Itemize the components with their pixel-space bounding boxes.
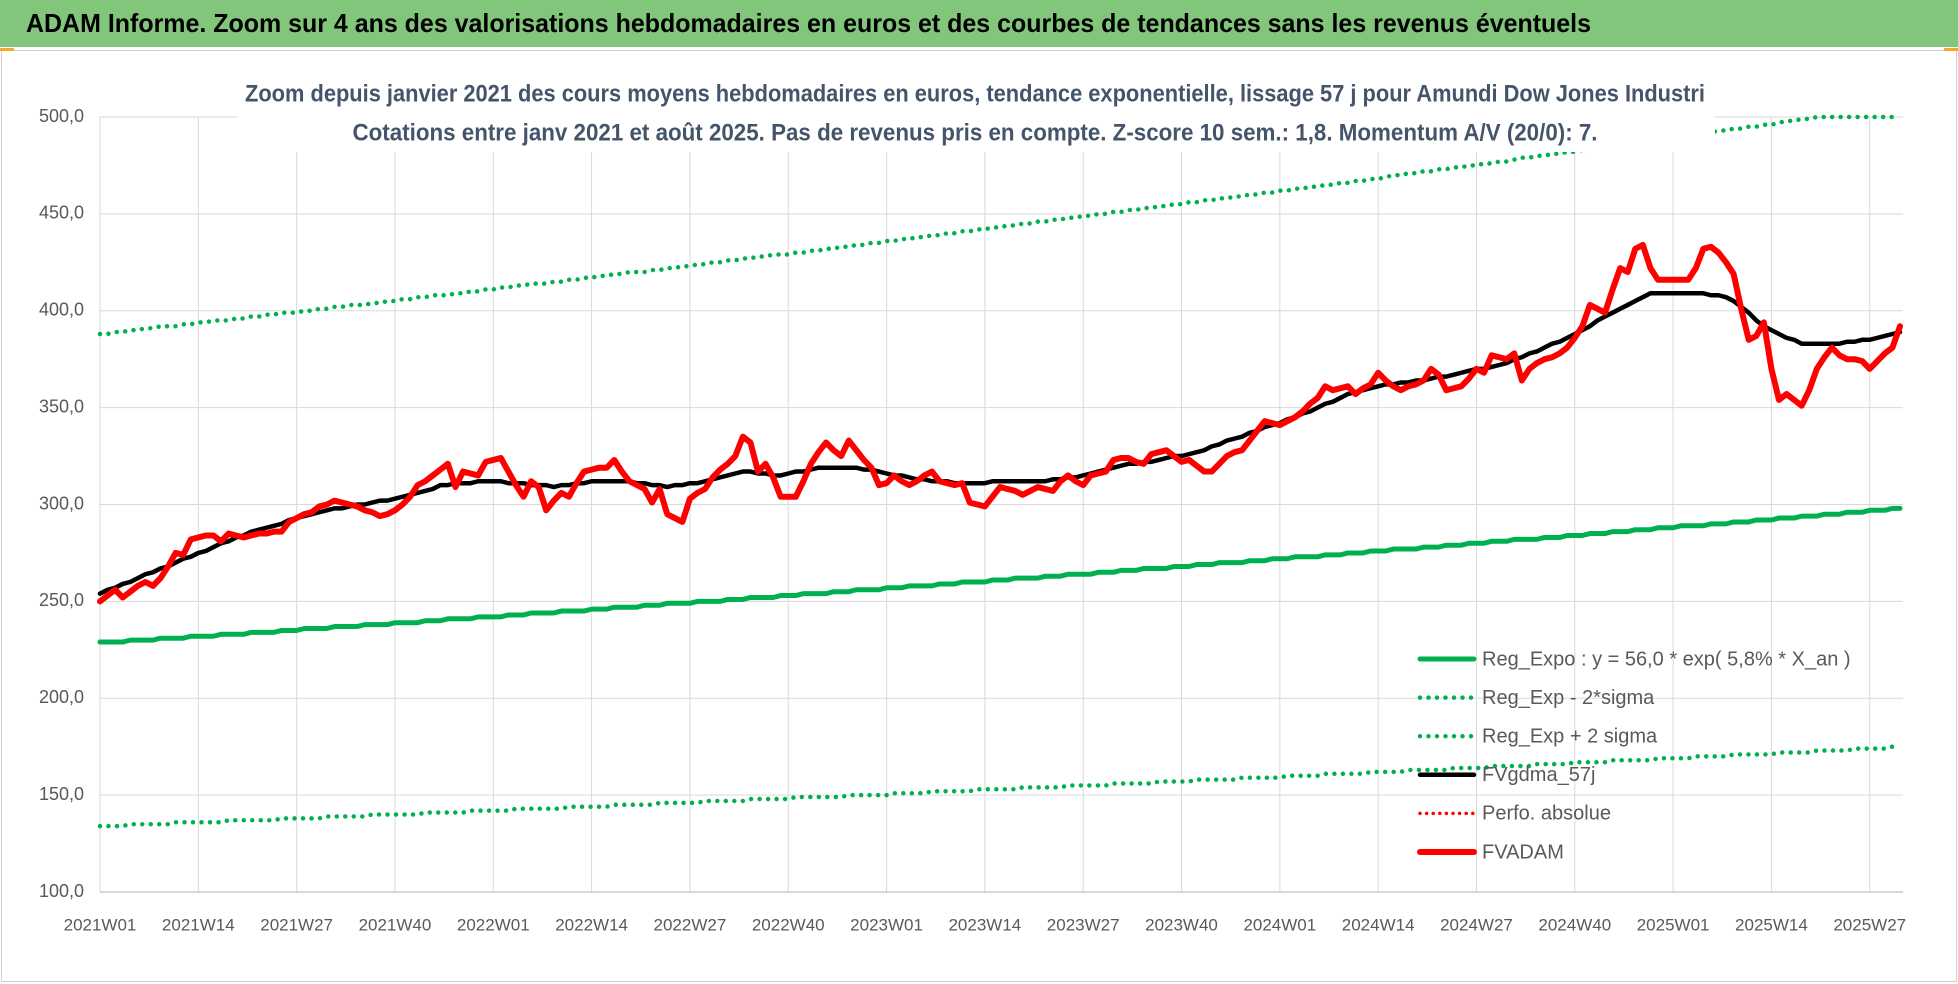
frame-corner bbox=[0, 48, 14, 51]
y-tick-label: 500,0 bbox=[39, 106, 84, 126]
header-title: ADAM Informe. Zoom sur 4 ans des valoris… bbox=[26, 8, 1591, 38]
legend-label: Reg_Exp + 2 sigma bbox=[1482, 725, 1658, 747]
y-tick-label: 350,0 bbox=[39, 396, 84, 416]
x-tick-label: 2021W01 bbox=[64, 915, 137, 934]
legend-label: Perfo. absolue bbox=[1482, 803, 1611, 825]
chart-subtitle: Cotations entre janv 2021 et août 2025. … bbox=[353, 119, 1598, 146]
x-tick-label: 2023W14 bbox=[948, 915, 1021, 934]
x-tick-label: 2025W14 bbox=[1735, 915, 1808, 934]
series-line bbox=[97, 291, 1903, 596]
x-tick-label: 2021W27 bbox=[260, 915, 333, 934]
x-tick-label: 2023W01 bbox=[850, 915, 923, 934]
x-tick-label: 2022W40 bbox=[752, 915, 825, 934]
y-tick-label: 200,0 bbox=[39, 687, 84, 707]
x-tick-label: 2024W01 bbox=[1243, 915, 1316, 934]
legend-label: FVgdma_57j bbox=[1482, 764, 1595, 786]
x-tick-label: 2024W40 bbox=[1538, 915, 1611, 934]
x-tick-label: 2022W14 bbox=[555, 915, 628, 934]
y-tick-label: 150,0 bbox=[39, 784, 84, 804]
x-tick-label: 2023W27 bbox=[1047, 915, 1120, 934]
frame-corner bbox=[1944, 48, 1958, 51]
legend: Reg_Expo : y = 56,0 * exp( 5,8% * X_an )… bbox=[1417, 648, 1851, 863]
x-tick-label: 2021W40 bbox=[359, 915, 432, 934]
x-tick-label: 2023W40 bbox=[1145, 915, 1218, 934]
x-tick-label: 2024W27 bbox=[1440, 915, 1513, 934]
legend-label: Reg_Exp - 2*sigma bbox=[1482, 687, 1655, 709]
series-line bbox=[97, 241, 1903, 605]
y-tick-label: 250,0 bbox=[39, 590, 84, 610]
x-tick-label: 2022W01 bbox=[457, 915, 530, 934]
header-bar bbox=[0, 0, 1958, 47]
series-line bbox=[97, 505, 1903, 645]
chart-title: Zoom depuis janvier 2021 des cours moyen… bbox=[245, 80, 1705, 107]
x-tick-label: 2024W14 bbox=[1342, 915, 1415, 934]
y-tick-label: 400,0 bbox=[39, 300, 84, 320]
legend-label: FVADAM bbox=[1482, 841, 1564, 863]
legend-label: Reg_Expo : y = 56,0 * exp( 5,8% * X_an ) bbox=[1482, 648, 1851, 670]
title-background bbox=[237, 74, 1715, 152]
x-tick-label: 2025W01 bbox=[1637, 915, 1710, 934]
chart-frame bbox=[1, 50, 1957, 982]
y-tick-label: 100,0 bbox=[39, 881, 84, 901]
y-tick-label: 300,0 bbox=[39, 493, 84, 513]
x-tick-label: 2021W14 bbox=[162, 915, 235, 934]
y-tick-label: 450,0 bbox=[39, 203, 84, 223]
x-tick-label: 2022W27 bbox=[654, 915, 727, 934]
x-tick-label: 2025W27 bbox=[1833, 915, 1906, 934]
plot-area: 100,0 150,0 200,0 250,0 300,0 350,0 400,0 450,0… bbox=[39, 106, 1906, 935]
